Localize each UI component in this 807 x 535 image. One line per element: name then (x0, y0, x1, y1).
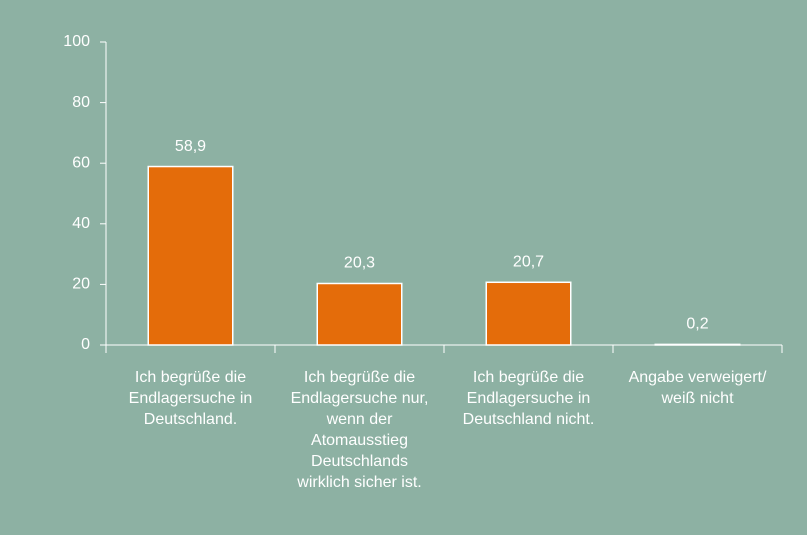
bar (316, 282, 403, 346)
y-tick-label: 0 (81, 336, 90, 353)
value-label: 0,2 (686, 316, 708, 333)
bar (485, 281, 572, 346)
y-tick-label: 60 (72, 154, 90, 171)
value-label: 20,3 (344, 255, 375, 272)
bar (147, 165, 234, 346)
y-tick-label: 80 (72, 94, 90, 111)
x-tick-label: Ich begrüße die Endlagersuche in Deutsch… (462, 369, 595, 428)
y-tick-label: 40 (72, 215, 90, 232)
x-tick-label: Ich begrüße die Endlagersuche in Deutsch… (128, 369, 253, 428)
value-label: 20,7 (513, 253, 544, 270)
value-label: 58,9 (175, 138, 206, 155)
x-tick-label: Ich begrüße die Endlagersuche nur, wenn … (290, 369, 429, 491)
y-tick-label: 20 (72, 276, 90, 293)
bar (654, 343, 741, 346)
y-tick-label: 100 (63, 33, 90, 50)
x-tick-label: Angabe verweigert/ weiß nicht (628, 369, 767, 407)
